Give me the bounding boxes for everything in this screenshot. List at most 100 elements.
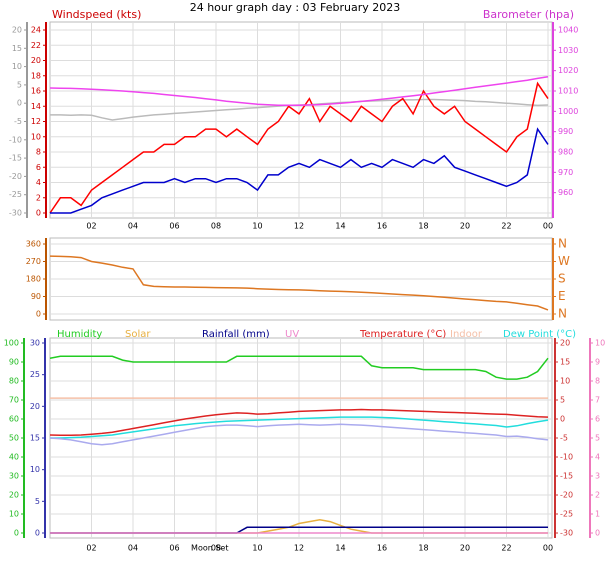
y2-tick-label: 1040 bbox=[558, 26, 578, 35]
y-tick-label: 80 bbox=[9, 377, 19, 386]
y-tick-label: 10 bbox=[9, 510, 19, 519]
series-line bbox=[49, 423, 549, 446]
x-tick-label: 14 bbox=[335, 544, 345, 553]
x-tick-label: 06 bbox=[169, 544, 179, 553]
y4-tick-label: 7 bbox=[595, 396, 600, 405]
y3-tick-label: 0 bbox=[35, 529, 40, 538]
x-tick-label: 16 bbox=[377, 222, 387, 231]
x-tick-label: 00 bbox=[543, 544, 553, 553]
y2-tick-label: -10 bbox=[560, 453, 573, 462]
y3-tick-label: 15 bbox=[30, 434, 40, 443]
y-tick-label: 22 bbox=[31, 41, 41, 50]
y4-tick-label: 10 bbox=[595, 339, 605, 348]
y2-tick-label: N bbox=[558, 237, 567, 251]
series-line bbox=[50, 127, 549, 214]
y3-tick-label: 15 bbox=[12, 44, 22, 53]
y2-tick-label: 1000 bbox=[558, 107, 578, 116]
y-tick-label: 18 bbox=[31, 71, 41, 80]
y-tick-label: 90 bbox=[9, 358, 19, 367]
y2-tick-label: 5 bbox=[560, 396, 565, 405]
y2-tick-label: E bbox=[558, 289, 566, 303]
x-tick-label: 10 bbox=[252, 544, 262, 553]
y4-tick-label: 6 bbox=[595, 415, 600, 424]
y4-tick-label: 2 bbox=[595, 491, 600, 500]
y2-tick-label: 960 bbox=[558, 188, 573, 197]
x-tick-label: 12 bbox=[294, 544, 304, 553]
x-tick-label: 22 bbox=[501, 544, 511, 553]
y3-tick-label: 10 bbox=[12, 62, 22, 71]
y-tick-label: 100 bbox=[4, 339, 19, 348]
y2-tick-label: -5 bbox=[560, 434, 568, 443]
y-tick-label: 180 bbox=[26, 275, 41, 284]
x-tick-label: 02 bbox=[86, 222, 96, 231]
legend-entry: Temperature (°C) bbox=[359, 329, 446, 340]
y-tick-label: 60 bbox=[9, 415, 19, 424]
y2-tick-label: S bbox=[558, 272, 566, 286]
legend-entry: Indoor bbox=[450, 329, 483, 340]
legend-entry: Solar bbox=[125, 329, 151, 340]
y-tick-label: 90 bbox=[31, 292, 41, 301]
chart-title: 24 hour graph day : 03 February 2023 bbox=[190, 1, 401, 14]
x-tick-label: 12 bbox=[294, 222, 304, 231]
legend-entry: UV bbox=[285, 329, 299, 340]
y-tick-label: 4 bbox=[36, 178, 41, 187]
y4-tick-label: 3 bbox=[595, 472, 600, 481]
x-tick-label: 18 bbox=[418, 222, 428, 231]
y2-tick-label: 1030 bbox=[558, 46, 578, 55]
legend-entry: Rainfall (mm) bbox=[202, 329, 270, 340]
legend-entry: Dew Point (°C) bbox=[503, 329, 576, 340]
y-tick-label: 270 bbox=[26, 257, 41, 266]
annotation: Moon Set bbox=[191, 544, 228, 553]
y3-tick-label: -20 bbox=[9, 172, 22, 181]
x-tick-label: 00 bbox=[543, 222, 553, 231]
y2-tick-label: -15 bbox=[560, 472, 573, 481]
legend-entry: Humidity bbox=[57, 329, 102, 340]
y3-tick-label: -10 bbox=[9, 135, 22, 144]
y3-tick-label: 30 bbox=[30, 339, 40, 348]
y3-tick-label: 5 bbox=[17, 80, 22, 89]
y-axis-label: Windspeed (kts) bbox=[52, 8, 141, 21]
y4-tick-label: 9 bbox=[595, 358, 600, 367]
y2-tick-label: -30 bbox=[560, 529, 573, 538]
y4-tick-label: 4 bbox=[595, 453, 600, 462]
y3-tick-label: 5 bbox=[35, 497, 40, 506]
y-tick-label: 50 bbox=[9, 434, 19, 443]
x-tick-label: 20 bbox=[460, 222, 470, 231]
y2-tick-label: N bbox=[558, 307, 567, 321]
y3-tick-label: -30 bbox=[9, 209, 22, 218]
y2-tick-label: W bbox=[558, 254, 570, 268]
y2-tick-label: -20 bbox=[560, 491, 573, 500]
x-tick-label: 18 bbox=[418, 544, 428, 553]
y3-tick-label: 10 bbox=[30, 465, 40, 474]
x-tick-label: 20 bbox=[460, 544, 470, 553]
series-line bbox=[49, 255, 549, 311]
x-tick-label: 08 bbox=[211, 222, 221, 231]
y4-tick-label: 0 bbox=[595, 529, 600, 538]
x-tick-label: 14 bbox=[335, 222, 345, 231]
y4-tick-label: 1 bbox=[595, 510, 600, 519]
y2-tick-label: 1010 bbox=[558, 87, 578, 96]
series-line bbox=[49, 76, 549, 106]
y3-tick-label: -15 bbox=[9, 154, 22, 163]
series-line bbox=[50, 416, 549, 439]
y-tick-label: 12 bbox=[31, 117, 41, 126]
y3-tick-label: -25 bbox=[9, 190, 22, 199]
y-tick-label: 0 bbox=[36, 209, 41, 218]
x-tick-label: 22 bbox=[501, 222, 511, 231]
y2-tick-label: -25 bbox=[560, 510, 573, 519]
x-tick-label: 06 bbox=[169, 222, 179, 231]
y2-tick-label: 15 bbox=[560, 358, 570, 367]
y3-tick-label: -5 bbox=[14, 117, 22, 126]
y-tick-label: 30 bbox=[9, 472, 19, 481]
series-line bbox=[49, 408, 549, 437]
y-tick-label: 16 bbox=[31, 87, 41, 96]
x-tick-label: 02 bbox=[86, 544, 96, 553]
y-tick-label: 360 bbox=[26, 240, 41, 249]
x-tick-label: 16 bbox=[377, 544, 387, 553]
x-tick-label: 04 bbox=[128, 222, 138, 231]
y2-tick-label: 970 bbox=[558, 168, 573, 177]
y2-tick-label: 10 bbox=[560, 377, 570, 386]
series-line bbox=[49, 355, 549, 380]
y-tick-label: 24 bbox=[31, 26, 41, 35]
